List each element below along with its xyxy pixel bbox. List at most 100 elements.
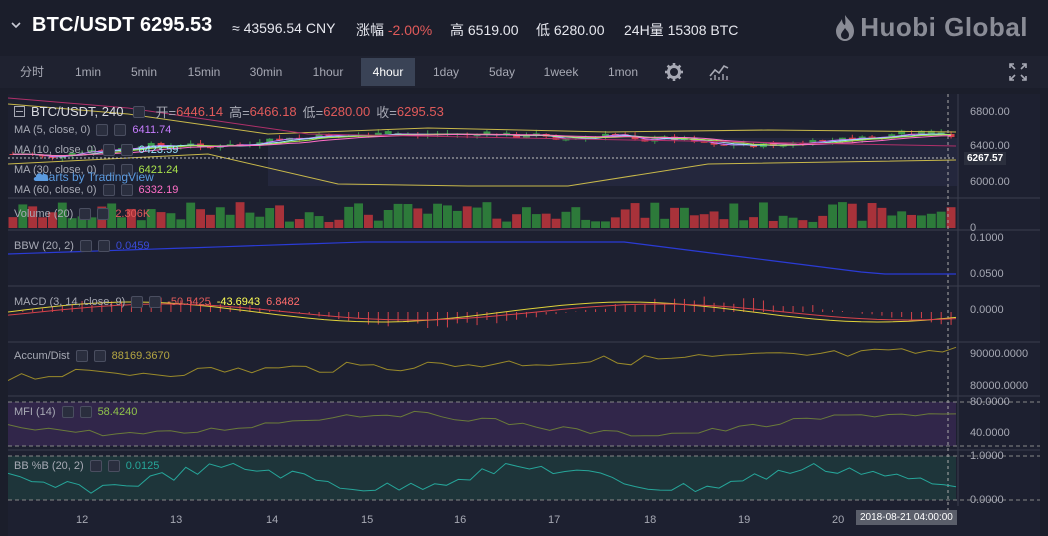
close-icon[interactable] <box>107 460 120 472</box>
volume-bar <box>205 214 215 228</box>
close-icon[interactable] <box>97 208 110 220</box>
tf-15min[interactable]: 15min <box>187 65 221 79</box>
bollinger-lower-line <box>8 153 957 187</box>
high-label: 高 <box>450 22 464 38</box>
symbol-interval: BTC/USDT, 240 <box>31 104 124 119</box>
eye-icon[interactable] <box>75 350 88 362</box>
settings-gear-icon[interactable] <box>133 105 146 118</box>
volume-bar <box>176 219 186 228</box>
bbw-line <box>8 241 956 275</box>
tf-1mon[interactable]: 1mon <box>607 65 639 79</box>
tf-timeline[interactable]: 分时 <box>19 65 44 79</box>
candle-body <box>276 138 284 141</box>
tf-4hour[interactable]: 4hour <box>361 58 415 86</box>
accum-dist-line <box>8 346 957 381</box>
chevron-down-icon[interactable] <box>10 19 26 35</box>
tradingview-watermark[interactable]: charts by TradingView <box>32 170 154 184</box>
accum-axis-label: 90000.0000 <box>970 348 1029 360</box>
close-icon[interactable] <box>149 296 162 308</box>
low-label: 低= <box>302 105 324 120</box>
brand-logo: Huobi Global <box>834 12 1028 43</box>
tf-1min[interactable]: 1min <box>74 65 101 79</box>
candle-body <box>779 145 787 147</box>
close-icon[interactable] <box>120 184 133 196</box>
candle-body <box>384 131 392 134</box>
close-icon[interactable] <box>97 240 110 252</box>
close-icon[interactable] <box>120 144 133 156</box>
bbpb-legend: BB %B (20, 2) 0.0125 <box>14 460 159 472</box>
eye-icon[interactable] <box>61 406 74 418</box>
macd-axis-label: 0.0000 <box>970 304 1004 316</box>
close-icon[interactable] <box>79 406 92 418</box>
x-axis-label: 12 <box>76 514 89 526</box>
ma-value: 6421.24 <box>138 164 179 176</box>
mfi-line <box>8 410 957 437</box>
volume-bar <box>393 203 403 228</box>
fullscreen-icon[interactable] <box>1008 62 1028 82</box>
x-axis-label: 16 <box>454 514 467 526</box>
trend-line <box>8 97 957 147</box>
candle-body <box>315 134 323 138</box>
volume-bar <box>235 202 245 228</box>
volume-bar <box>334 219 344 228</box>
tf-5min[interactable]: 5min <box>130 65 157 79</box>
ma-label: MA (60, close, 0) <box>14 184 97 196</box>
volume-bar <box>916 215 926 228</box>
volume-bar <box>117 217 127 228</box>
close-icon[interactable] <box>120 164 133 176</box>
candle-body <box>187 143 195 146</box>
volume-bar <box>758 202 768 228</box>
volume-bar <box>581 219 591 228</box>
eye-icon[interactable] <box>102 144 115 156</box>
volume-bar <box>936 211 946 228</box>
eye-icon[interactable] <box>131 296 144 308</box>
volume-bar <box>699 214 709 228</box>
macd-value-3: 6.8482 <box>266 296 300 308</box>
bbw-axis-label: 0.0500 <box>970 268 1004 280</box>
ma60-line <box>12 133 952 157</box>
close-icon[interactable] <box>114 124 127 136</box>
eye-icon[interactable] <box>89 460 102 472</box>
chart-canvas[interactable] <box>8 94 1040 536</box>
crosshair-time-tag: 2018-08-21 04:00:00 <box>856 510 957 525</box>
tf-1week[interactable]: 1week <box>543 65 579 79</box>
x-axis-label: 20 <box>832 514 845 526</box>
tf-1hour[interactable]: 1hour <box>312 65 344 79</box>
candle-body <box>68 152 76 156</box>
bbw-axis-label: 0.1000 <box>970 232 1004 244</box>
volume-bar <box>363 214 373 228</box>
accum-value: 88169.3670 <box>111 350 170 362</box>
ma-value: 6332.19 <box>138 184 179 196</box>
pair-name[interactable]: BTC/USDT <box>32 14 135 36</box>
eye-icon[interactable] <box>102 164 115 176</box>
eye-icon[interactable] <box>96 124 109 136</box>
volume-bar <box>18 204 28 228</box>
bbpb-axis-label: 0.0000 <box>970 494 1004 506</box>
volume-bar <box>591 221 601 228</box>
eye-icon[interactable] <box>79 208 92 220</box>
volume-bar <box>521 207 531 228</box>
close-label: 收= <box>376 105 397 120</box>
tf-30min[interactable]: 30min <box>249 65 283 79</box>
settings-gear-icon[interactable] <box>664 62 684 82</box>
ma-label: MA (5, close, 0) <box>14 124 91 136</box>
eye-icon[interactable] <box>102 184 115 196</box>
indicators-icon[interactable] <box>708 62 729 82</box>
chart-area[interactable]: BTC/USDT, 240 开= 6446.14 高= 6466.18 低= 6280… <box>8 94 1040 536</box>
candle-body <box>206 147 214 149</box>
legend-collapse-icon[interactable] <box>14 106 25 117</box>
tf-5day[interactable]: 5day <box>488 65 516 79</box>
tf-1day[interactable]: 1day <box>432 65 460 79</box>
volume-bar <box>87 217 97 228</box>
close-icon[interactable] <box>93 350 106 362</box>
eye-icon[interactable] <box>79 240 92 252</box>
volume-bar <box>808 221 818 228</box>
bbpb-line <box>8 462 957 494</box>
candle-body <box>601 133 609 137</box>
volume-bar <box>452 210 462 228</box>
candle-body <box>88 150 96 153</box>
volume-bar <box>304 212 314 228</box>
volume-bar <box>660 218 670 228</box>
volume-bar <box>837 202 847 228</box>
timeframe-toolbar: 分时 1min 5min 15min 30min 1hour 4hour 1da… <box>0 56 1048 88</box>
